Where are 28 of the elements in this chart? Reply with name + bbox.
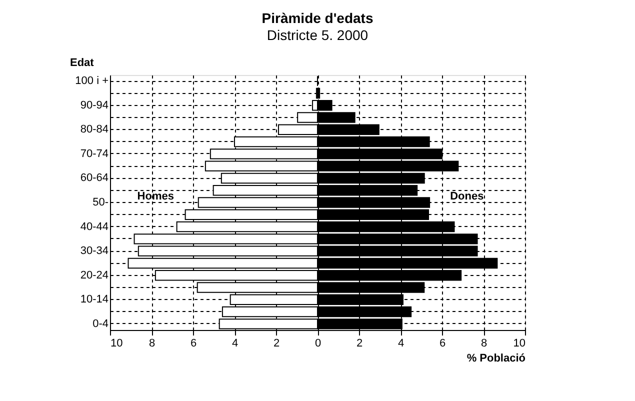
x-tick-label: 0 [314,338,322,350]
x-tick-label: 6 [190,338,197,350]
y-axis-title: Edat [70,57,94,69]
x-tick-label: 10 [110,338,123,350]
y-tick-label: 20-24 [80,269,108,282]
x-tick-label: 2 [273,338,280,350]
y-tick-label: 50- [92,196,109,208]
x-tick-label: 8 [148,338,156,350]
series-label: Homes [137,190,174,202]
x-tick-label: 2 [356,338,363,350]
y-tick-label: 80-84 [80,124,108,136]
y-tick-label: 10-14 [80,294,108,306]
y-tick-label: 60-64 [80,172,108,184]
chart-title: Piràmide d'edats [262,10,374,26]
x-tick-label: 6 [439,338,446,350]
y-tick-label: 30-34 [80,245,108,258]
x-tick-label: 4 [398,338,404,350]
y-tick-label: 90-94 [80,99,108,112]
x-tick-label: 8 [480,338,488,350]
x-axis-title: % Població [466,352,526,364]
y-tick-label: 40-44 [80,220,108,233]
y-tick-label: 0-4 [92,318,108,330]
series-label: Dones [450,190,484,202]
chart-subtitle: Districte 5. 2000 [266,27,368,43]
x-tick-label: 10 [513,338,526,350]
y-tick-label: 100 i + [75,75,108,88]
x-tick-label: 4 [232,338,238,350]
y-tick-label: 70-74 [80,148,108,160]
